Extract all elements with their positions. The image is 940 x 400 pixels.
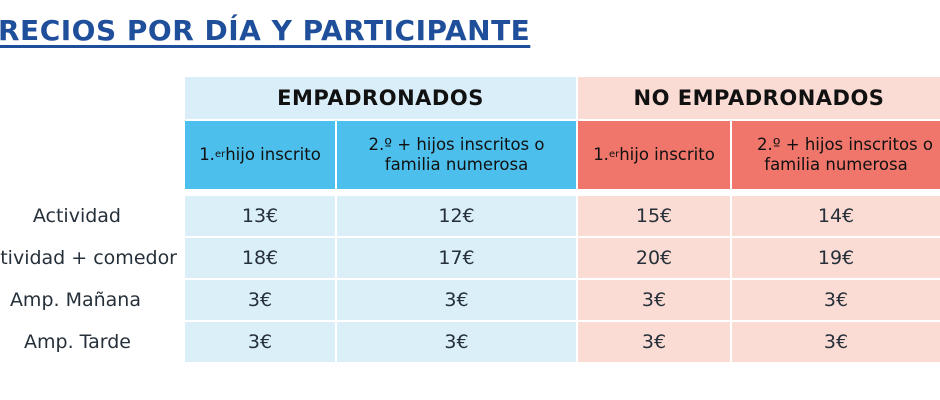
price-cell: 14€	[732, 196, 940, 236]
subheader-sup: er	[214, 149, 226, 160]
subheader-text: hijo inscrito	[225, 145, 321, 164]
price-cell: 3€	[337, 322, 576, 362]
row-label: Amp. Tarde	[24, 331, 131, 353]
price-cell: 3€	[578, 280, 730, 320]
subheader-line: 2.º + hijos inscritos o	[368, 135, 545, 154]
subheader-line: 2.º + hijos inscritos o	[757, 135, 933, 154]
subheader-line: familia numerosa	[764, 155, 908, 174]
group-header-no-empadronados: NO EMPADRONADOS	[578, 77, 940, 119]
subheader-text: 1.	[593, 145, 609, 164]
price-cell: 3€	[185, 280, 335, 320]
row-label: Amp. Mañana	[9, 289, 141, 311]
row-label: tividad + comedor	[0, 247, 177, 269]
subheader-second-child-no-empadronados: 2.º + hijos inscritos o familia numerosa	[732, 121, 940, 189]
price-cell: 20€	[578, 238, 730, 278]
price-cell: 15€	[578, 196, 730, 236]
price-cell: 18€	[185, 238, 335, 278]
price-cell: 3€	[578, 322, 730, 362]
price-cell: 3€	[732, 322, 940, 362]
price-cell: 17€	[337, 238, 576, 278]
subheader-text: hijo inscrito	[619, 145, 715, 164]
price-cell: 3€	[185, 322, 335, 362]
price-cell: 13€	[185, 196, 335, 236]
subheader-first-child-no-empadronados: 1. er hijo inscrito	[578, 121, 730, 189]
price-cell: 19€	[732, 238, 940, 278]
subheader-first-child-empadronados: 1. er hijo inscrito	[185, 121, 335, 189]
row-label: Actividad	[32, 205, 121, 227]
price-cell: 12€	[337, 196, 576, 236]
subheader-sup: er	[608, 149, 620, 160]
price-cell: 3€	[337, 280, 576, 320]
subheader-second-child-empadronados: 2.º + hijos inscritos o familia numerosa	[337, 121, 576, 189]
subheader-line: familia numerosa	[384, 155, 529, 174]
page-title: RECIOS POR DÍA Y PARTICIPANTE	[0, 14, 531, 47]
group-header-empadronados: EMPADRONADOS	[185, 77, 576, 119]
price-cell: 3€	[732, 280, 940, 320]
subheader-text: 1.	[199, 145, 215, 164]
